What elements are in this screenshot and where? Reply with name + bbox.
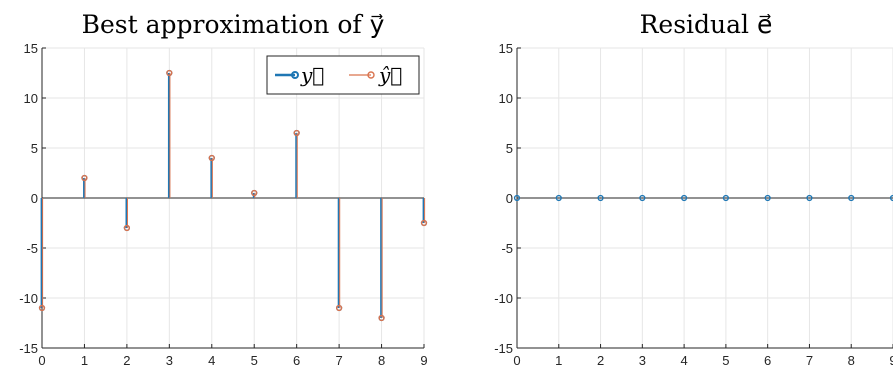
- left-xtick-label-3: 3: [166, 353, 173, 368]
- legend-marker-0: [291, 71, 299, 79]
- left-ytick-label-3: 0: [31, 191, 38, 206]
- right-ytick-label-5: -10: [494, 291, 513, 306]
- right-ytick-label-3: 0: [506, 191, 513, 206]
- legend-label-1: ŷ⃗: [378, 63, 402, 87]
- left-marker-s1-9: [420, 219, 428, 227]
- right-xtick-label-6: 6: [764, 353, 771, 368]
- right-xtick-label-4: 4: [680, 353, 687, 368]
- right-marker-s0-5: [722, 194, 729, 202]
- left-ytick-label-6: -15: [19, 341, 38, 356]
- right-marker-s0-2: [597, 194, 604, 202]
- right-ytick-label-2: 5: [506, 141, 513, 156]
- legend-marker-1: [367, 71, 375, 79]
- right-marker-s0-8: [848, 194, 855, 202]
- right-marker-s0-0: [513, 194, 521, 202]
- left-marker-s1-0: [38, 304, 46, 312]
- left-marker-s1-8: [378, 314, 385, 322]
- right-marker-s0-1: [555, 194, 562, 202]
- right-ytick-label-1: 10: [499, 91, 513, 106]
- left-xtick-label-7: 7: [335, 353, 342, 368]
- left-xtick-label-9: 9: [420, 353, 427, 368]
- left-xtick-label-8: 8: [378, 353, 385, 368]
- left-ytick-label-4: -5: [26, 241, 38, 256]
- right-ytick-label-0: 15: [499, 41, 513, 56]
- left-xtick-label-0: 0: [38, 353, 45, 368]
- left-xtick-label-4: 4: [208, 353, 215, 368]
- right-marker-s0-3: [639, 194, 646, 202]
- right-xtick-label-8: 8: [848, 353, 855, 368]
- left-marker-s1-5: [251, 189, 258, 197]
- right-chart-title: Residual e⃗: [640, 10, 773, 39]
- right-xtick-label-3: 3: [639, 353, 646, 368]
- left-ytick-label-5: -10: [19, 291, 38, 306]
- left-xtick-label-2: 2: [123, 353, 130, 368]
- left-marker-s1-4: [208, 154, 215, 162]
- right-ytick-label-6: -15: [494, 341, 513, 356]
- left-chart-title: Best approximation of y⃗: [82, 10, 385, 39]
- right-ytick-label-4: -5: [501, 241, 513, 256]
- right-xtick-label-0: 0: [513, 353, 520, 368]
- left-xtick-label-6: 6: [293, 353, 300, 368]
- right-xtick-label-7: 7: [806, 353, 813, 368]
- left-marker-s1-2: [123, 224, 130, 232]
- left-ytick-label-1: 10: [24, 91, 38, 106]
- right-xtick-label-5: 5: [722, 353, 729, 368]
- left-marker-s1-1: [81, 174, 88, 182]
- left-marker-s1-7: [336, 304, 343, 312]
- left-ytick-label-2: 5: [31, 141, 38, 156]
- right-xtick-label-9: 9: [889, 353, 893, 368]
- left-xtick-label-5: 5: [251, 353, 258, 368]
- right-xtick-label-1: 1: [555, 353, 562, 368]
- right-xtick-label-2: 2: [597, 353, 604, 368]
- left-xtick-label-1: 1: [81, 353, 88, 368]
- right-marker-s0-4: [681, 194, 688, 202]
- legend-label-0: y⃗: [300, 63, 324, 87]
- left-marker-s1-6: [293, 129, 300, 137]
- right-marker-s0-7: [806, 194, 813, 202]
- left-marker-s1-3: [166, 69, 173, 77]
- right-marker-s0-6: [764, 194, 771, 202]
- left-ytick-label-0: 15: [24, 41, 38, 56]
